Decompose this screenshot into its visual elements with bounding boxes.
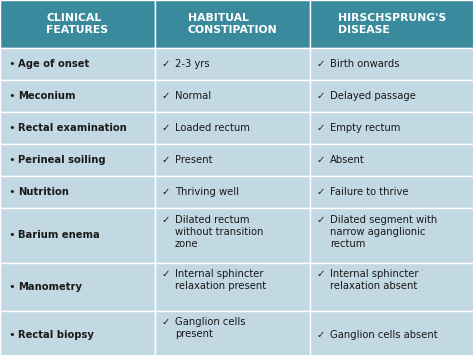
Bar: [310, 176, 474, 208]
Text: Manometry: Manometry: [18, 282, 82, 292]
Text: ✓: ✓: [162, 155, 170, 165]
Text: Ganglion cells absent: Ganglion cells absent: [330, 330, 438, 340]
Bar: [0, 263, 155, 311]
Text: •: •: [8, 59, 15, 69]
Text: Rectal examination: Rectal examination: [18, 123, 127, 133]
Text: CLINICAL
FEATURES: CLINICAL FEATURES: [46, 13, 109, 35]
Bar: [310, 80, 474, 112]
Text: •: •: [8, 230, 15, 240]
Bar: [310, 311, 474, 355]
Bar: [0, 48, 155, 80]
Text: Dilated segment with
narrow aganglionic
rectum: Dilated segment with narrow aganglionic …: [330, 215, 437, 250]
Text: Empty rectum: Empty rectum: [330, 123, 401, 133]
Bar: [155, 0, 310, 48]
Text: •: •: [8, 187, 15, 197]
Text: ✓: ✓: [317, 155, 325, 165]
Text: •: •: [8, 123, 15, 133]
Bar: [155, 208, 310, 263]
Text: Failure to thrive: Failure to thrive: [330, 187, 409, 197]
Bar: [310, 0, 474, 48]
Text: Dilated rectum
without transition
zone: Dilated rectum without transition zone: [175, 215, 264, 250]
Text: ✓: ✓: [317, 215, 325, 225]
Text: ✓: ✓: [162, 215, 170, 225]
Text: •: •: [8, 330, 15, 340]
Text: ✓: ✓: [162, 91, 170, 101]
Text: Barium enema: Barium enema: [18, 230, 100, 240]
Text: Internal sphincter
relaxation absent: Internal sphincter relaxation absent: [330, 269, 419, 291]
Text: ✓: ✓: [317, 269, 325, 279]
Text: Ganglion cells
present: Ganglion cells present: [175, 317, 246, 339]
Bar: [310, 48, 474, 80]
Text: ✓: ✓: [162, 187, 170, 197]
Bar: [310, 144, 474, 176]
Bar: [310, 112, 474, 144]
Bar: [0, 112, 155, 144]
Text: ✓: ✓: [162, 317, 170, 327]
Bar: [0, 0, 155, 48]
Bar: [155, 144, 310, 176]
Text: Nutrition: Nutrition: [18, 187, 69, 197]
Text: Rectal biopsy: Rectal biopsy: [18, 330, 94, 340]
Text: Delayed passage: Delayed passage: [330, 91, 416, 101]
Text: ✓: ✓: [317, 91, 325, 101]
Text: HABITUAL
CONSTIPATION: HABITUAL CONSTIPATION: [188, 13, 277, 35]
Text: Age of onset: Age of onset: [18, 59, 89, 69]
Text: ✓: ✓: [317, 187, 325, 197]
Text: ✓: ✓: [317, 330, 325, 340]
Bar: [310, 263, 474, 311]
Text: Birth onwards: Birth onwards: [330, 59, 400, 69]
Text: ✓: ✓: [162, 269, 170, 279]
Text: ✓: ✓: [317, 123, 325, 133]
Bar: [155, 263, 310, 311]
Bar: [155, 176, 310, 208]
Text: HIRSCHSPRUNG'S
DISEASE: HIRSCHSPRUNG'S DISEASE: [338, 13, 446, 35]
Bar: [155, 80, 310, 112]
Bar: [155, 311, 310, 355]
Text: •: •: [8, 155, 15, 165]
Bar: [0, 176, 155, 208]
Text: •: •: [8, 282, 15, 292]
Text: ✓: ✓: [162, 123, 170, 133]
Text: Loaded rectum: Loaded rectum: [175, 123, 250, 133]
Text: 2-3 yrs: 2-3 yrs: [175, 59, 210, 69]
Bar: [0, 144, 155, 176]
Bar: [0, 80, 155, 112]
Text: ✓: ✓: [317, 59, 325, 69]
Text: Perineal soiling: Perineal soiling: [18, 155, 106, 165]
Text: Meconium: Meconium: [18, 91, 75, 101]
Text: Thriving well: Thriving well: [175, 187, 239, 197]
Bar: [0, 208, 155, 263]
Bar: [310, 208, 474, 263]
Text: Absent: Absent: [330, 155, 365, 165]
Bar: [0, 311, 155, 355]
Text: Normal: Normal: [175, 91, 211, 101]
Text: •: •: [8, 91, 15, 101]
Text: Present: Present: [175, 155, 212, 165]
Bar: [155, 48, 310, 80]
Text: ✓: ✓: [162, 59, 170, 69]
Bar: [155, 112, 310, 144]
Text: Internal sphincter
relaxation present: Internal sphincter relaxation present: [175, 269, 266, 291]
